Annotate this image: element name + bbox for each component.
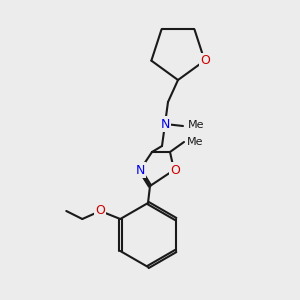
Text: O: O — [95, 205, 105, 218]
Text: N: N — [135, 164, 145, 176]
Text: Me: Me — [187, 137, 203, 147]
Text: Me: Me — [188, 120, 205, 130]
Text: O: O — [201, 54, 211, 67]
Text: O: O — [170, 164, 180, 176]
Text: N: N — [160, 118, 170, 130]
